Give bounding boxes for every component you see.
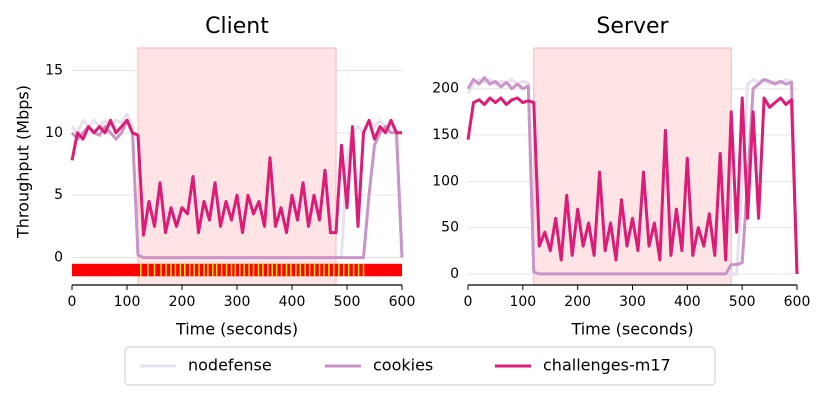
x-tick-label: 500 — [334, 294, 361, 310]
shaded-region — [137, 47, 337, 286]
x-tick-label: 300 — [619, 294, 646, 310]
x-axis-label: Time (seconds) — [570, 320, 693, 339]
series-line — [466, 96, 799, 274]
legend-label: nodefense — [188, 356, 272, 375]
x-axis-label: Time (seconds) — [175, 320, 298, 339]
series-line — [70, 118, 402, 237]
x-tick-label: 0 — [464, 294, 473, 310]
x-tick-label: 600 — [784, 294, 811, 310]
x-tick-label: 600 — [389, 294, 416, 310]
y-axis-label: Throughput (Mbps) — [14, 85, 33, 239]
x-tick-label: 200 — [169, 294, 196, 310]
y-tick-label: 5 — [54, 187, 63, 203]
x-tick-label: 100 — [114, 294, 141, 310]
strip — [72, 263, 402, 277]
y-tick-label: 0 — [450, 266, 459, 282]
x-tick-label: 100 — [509, 294, 536, 310]
y-tick-label: 0 — [54, 250, 63, 266]
y-tick-label: 200 — [432, 81, 459, 97]
chart-title: Client — [205, 14, 269, 39]
y-tick-label: 50 — [441, 220, 459, 236]
y-tick-label: 10 — [45, 125, 63, 141]
x-tick-label: 500 — [729, 294, 756, 310]
y-tick-label: 15 — [45, 62, 63, 78]
x-tick-label: 200 — [564, 294, 591, 310]
chart-title: Server — [596, 14, 669, 39]
shaded-region — [533, 47, 732, 286]
y-tick-label: 100 — [432, 173, 459, 189]
legend-box — [124, 346, 716, 386]
x-tick-label: 0 — [68, 294, 77, 310]
legend-label: challenges-m17 — [543, 356, 671, 375]
x-tick-label: 400 — [674, 294, 701, 310]
y-tick-label: 150 — [432, 127, 459, 143]
x-tick-label: 400 — [279, 294, 306, 310]
series-line — [466, 76, 799, 276]
x-tick-label: 300 — [224, 294, 251, 310]
legend-label: cookies — [373, 356, 433, 375]
